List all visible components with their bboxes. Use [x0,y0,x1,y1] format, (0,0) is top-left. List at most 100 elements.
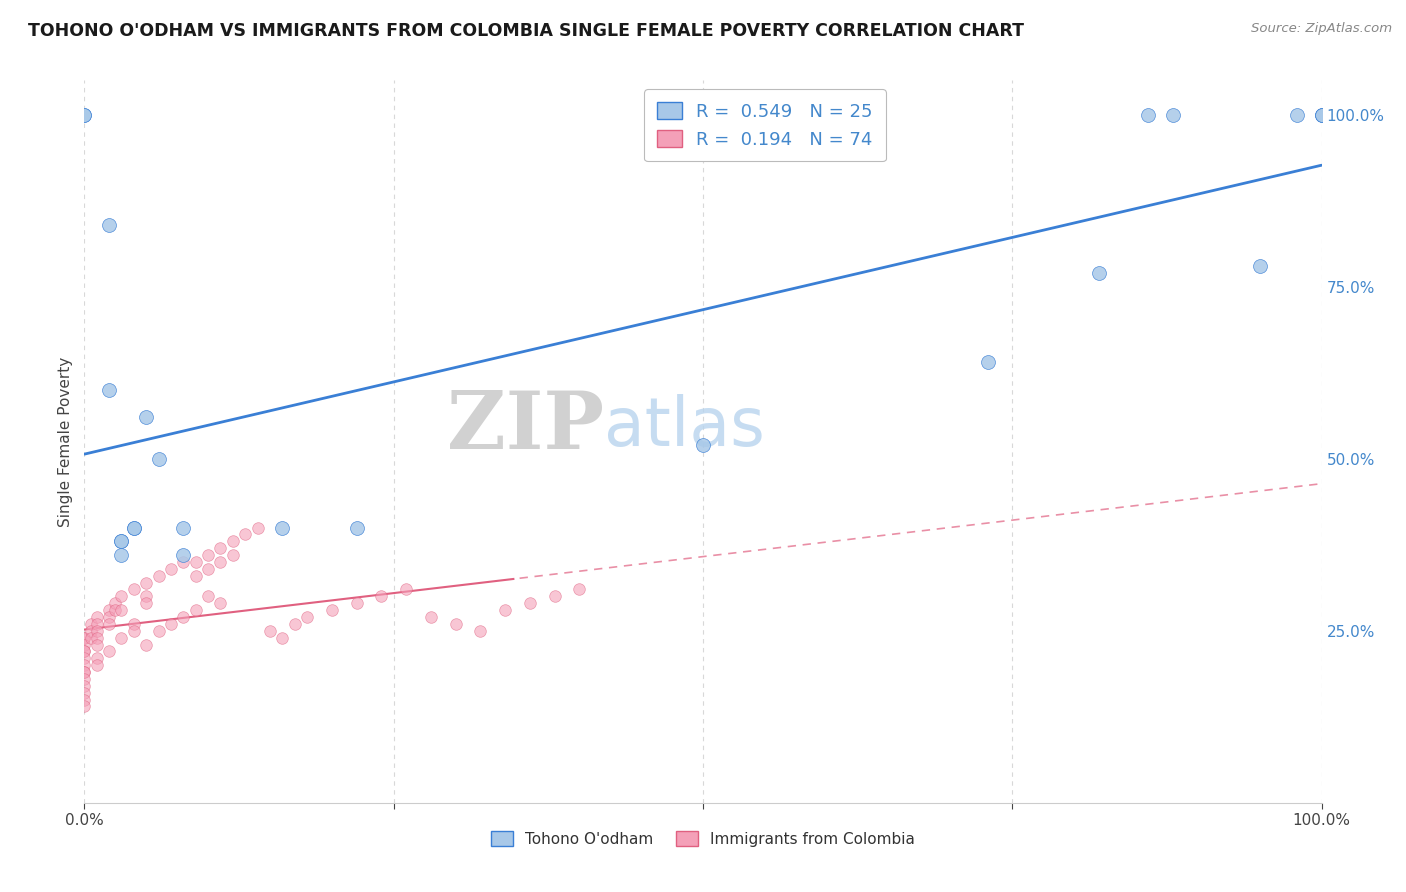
Point [122,520,145,534]
Point [98,383,121,397]
Point [86,638,108,652]
Point [172,555,194,569]
Point [73,679,96,693]
Point [1161,108,1184,122]
Point [1088,266,1111,280]
Point [73,644,96,658]
Point [222,534,245,549]
Point [197,590,219,604]
Point [135,410,157,425]
Point [122,520,145,534]
Point [346,596,368,610]
Point [73,665,96,679]
Point [197,562,219,576]
Point [444,616,467,631]
Point [1310,108,1333,122]
Point [543,590,565,604]
Point [184,603,207,617]
Point [98,610,121,624]
Point [346,520,368,534]
Point [110,590,132,604]
Point [209,541,232,556]
Point [135,596,157,610]
Point [135,575,157,590]
Point [110,548,132,562]
Point [73,699,96,714]
Point [395,582,418,597]
Point [172,610,194,624]
Point [321,603,343,617]
Point [160,616,183,631]
Point [148,568,170,582]
Point [568,582,591,597]
Point [73,658,96,673]
Point [1310,108,1333,122]
Point [184,568,207,582]
Point [73,665,96,679]
Point [122,582,145,597]
Point [73,692,96,706]
Point [246,520,269,534]
Point [86,624,108,638]
Point [271,520,294,534]
Text: Source: ZipAtlas.com: Source: ZipAtlas.com [1251,22,1392,36]
Point [284,616,307,631]
Point [73,108,96,122]
Point [98,644,121,658]
Point [86,631,108,645]
Point [692,438,714,452]
Point [1310,108,1333,122]
Point [73,631,96,645]
Point [98,218,121,232]
Point [79,616,101,631]
Point [222,548,245,562]
Text: atlas: atlas [605,394,765,460]
Point [110,534,132,549]
Point [259,624,281,638]
Text: TOHONO O'ODHAM VS IMMIGRANTS FROM COLOMBIA SINGLE FEMALE POVERTY CORRELATION CHA: TOHONO O'ODHAM VS IMMIGRANTS FROM COLOMB… [28,22,1024,40]
Point [110,534,132,549]
Point [86,616,108,631]
Point [73,108,96,122]
Point [110,603,132,617]
Point [172,520,194,534]
Text: ZIP: ZIP [447,388,605,467]
Point [73,644,96,658]
Point [86,610,108,624]
Point [73,672,96,686]
Point [73,631,96,645]
Point [110,631,132,645]
Point [73,651,96,665]
Point [271,631,294,645]
Point [104,603,127,617]
Point [73,686,96,700]
Point [148,624,170,638]
Point [295,610,318,624]
Point [79,624,101,638]
Point [98,603,121,617]
Point [86,658,108,673]
Point [1137,108,1160,122]
Point [209,555,232,569]
Point [370,590,392,604]
Point [197,548,219,562]
Point [1285,108,1308,122]
Point [519,596,541,610]
Point [122,616,145,631]
Y-axis label: Single Female Poverty: Single Female Poverty [58,357,73,526]
Legend: Tohono O'odham, Immigrants from Colombia: Tohono O'odham, Immigrants from Colombia [485,825,921,853]
Point [184,555,207,569]
Point [122,624,145,638]
Point [135,590,157,604]
Point [419,610,441,624]
Point [148,451,170,466]
Point [172,548,194,562]
Point [233,527,256,541]
Point [104,596,127,610]
Point [73,638,96,652]
Point [135,638,157,652]
Point [1249,259,1271,273]
Point [79,631,101,645]
Point [976,355,998,369]
Point [470,624,492,638]
